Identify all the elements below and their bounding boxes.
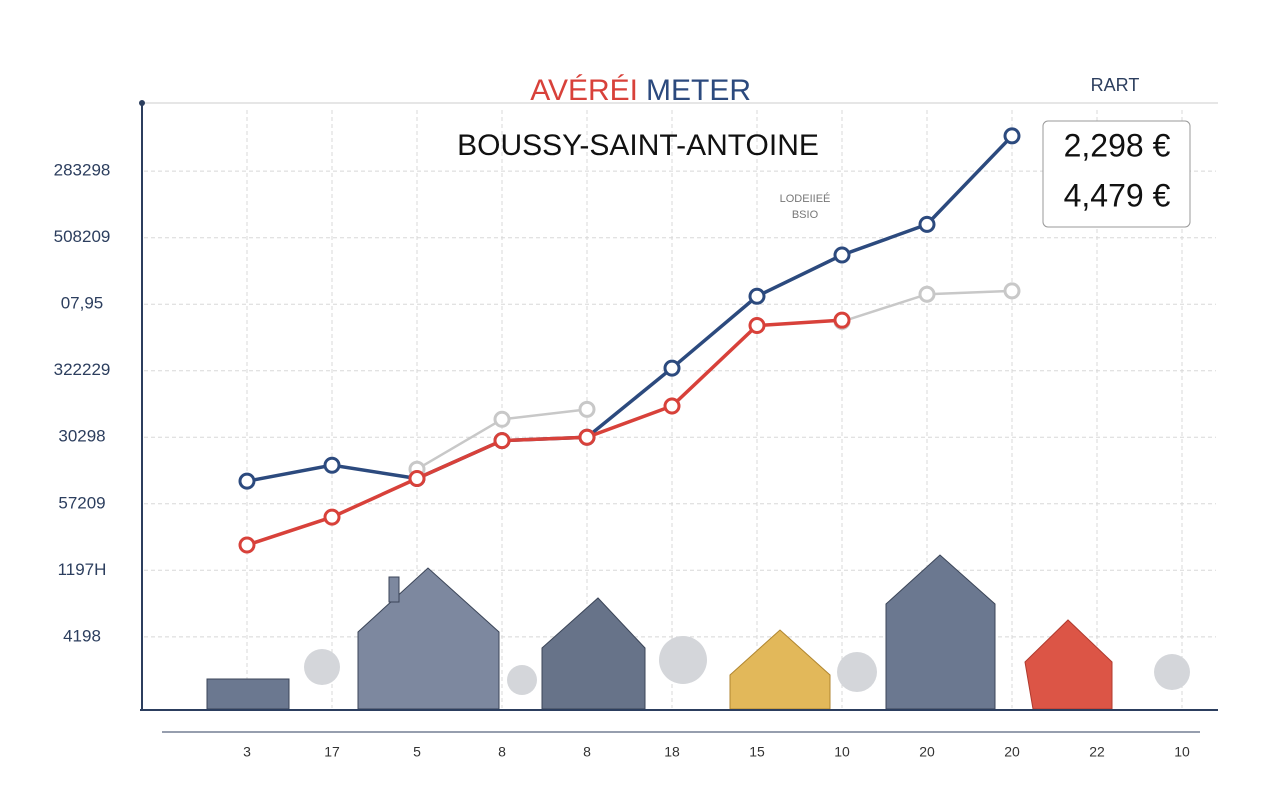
price-box — [1042, 120, 1191, 228]
tree — [1154, 654, 1190, 690]
price: 4,479 € — [1064, 177, 1171, 213]
tree — [304, 649, 340, 685]
x-tick-label: 17 — [324, 744, 340, 760]
x-tick-label: 5 — [413, 744, 421, 760]
x-tick-label: 15 — [749, 744, 765, 760]
series-line — [246, 134, 1014, 483]
house — [206, 678, 290, 710]
y-tick-label: 283298 — [54, 161, 111, 180]
annotation: BSIO — [792, 209, 819, 221]
x-tick-label: 22 — [1089, 744, 1105, 760]
y-tick-label: 508209 — [54, 227, 111, 246]
y-tick-label: 322229 — [54, 360, 111, 379]
point — [238, 536, 256, 554]
point — [408, 470, 426, 488]
point — [238, 472, 256, 490]
y-tick-label: 1197H — [58, 560, 107, 579]
tree — [837, 652, 877, 692]
y-tick-label: 07,95 — [61, 294, 104, 313]
point — [1003, 127, 1021, 145]
house — [729, 629, 831, 710]
house — [885, 554, 996, 710]
point — [833, 311, 851, 329]
house — [541, 597, 646, 710]
point — [663, 359, 681, 377]
annotation: LODEIIEÉ — [780, 192, 831, 205]
point — [918, 215, 936, 233]
point — [918, 285, 936, 303]
point — [493, 432, 511, 450]
price: 2,298 € — [1064, 127, 1171, 163]
point — [578, 400, 596, 418]
point — [833, 246, 851, 264]
x-tick-label: 10 — [834, 744, 850, 760]
corner-label: RART — [1091, 75, 1140, 95]
x-tick-label: 20 — [919, 744, 935, 760]
y-tick-label: 30298 — [58, 427, 105, 446]
series-line — [246, 318, 843, 547]
point — [663, 397, 681, 415]
point — [748, 287, 766, 305]
point — [1003, 282, 1021, 300]
subtitle: BOUSSY-SAINT-ANTOINE — [457, 129, 819, 162]
title-part: METER — [646, 74, 751, 107]
y-tick-label: 57209 — [58, 493, 105, 512]
x-tick-label: 8 — [583, 744, 591, 760]
x-tick-label: 3 — [243, 744, 251, 760]
house — [357, 567, 500, 710]
x-tick-label: 10 — [1174, 744, 1190, 760]
tree — [507, 665, 537, 695]
point — [493, 410, 511, 428]
axis-dot — [139, 100, 145, 106]
point — [748, 317, 766, 335]
tree — [659, 636, 707, 684]
house — [1024, 619, 1113, 710]
point — [323, 508, 341, 526]
y-tick-label: 4198 — [63, 626, 101, 645]
x-tick-label: 20 — [1004, 744, 1020, 760]
x-tick-label: 18 — [664, 744, 680, 760]
x-tick-label: 8 — [498, 744, 506, 760]
chimney — [388, 576, 400, 603]
point — [578, 428, 596, 446]
houses — [206, 554, 1190, 710]
point — [323, 456, 341, 474]
title-part: AVÉRÉI — [530, 74, 638, 107]
